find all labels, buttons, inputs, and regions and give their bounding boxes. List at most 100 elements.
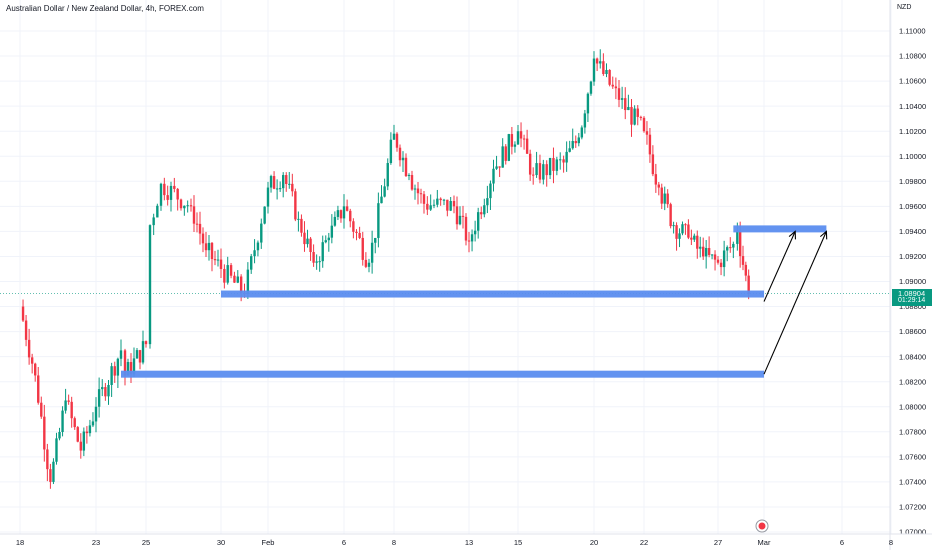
candle-body <box>144 341 148 345</box>
last-price: 1.08904 <box>898 289 926 298</box>
candle-body <box>169 185 173 200</box>
candle-body <box>306 238 309 245</box>
candle-body <box>702 246 705 257</box>
candle-body <box>339 210 343 219</box>
candle-body <box>49 469 52 482</box>
resistance-zone <box>733 225 827 233</box>
candle-body <box>580 127 584 138</box>
y-tick-label: 1.08200 <box>899 377 926 386</box>
candle-body <box>636 108 639 117</box>
y-tick-label: 1.07000 <box>899 528 926 537</box>
candle-body <box>291 183 294 192</box>
candle-body <box>67 400 70 402</box>
y-tick-label: 1.09800 <box>899 177 926 186</box>
candle-body <box>207 242 211 251</box>
candle-body <box>407 175 411 177</box>
candle-body <box>651 154 655 175</box>
candle-body <box>559 159 562 161</box>
x-tick-label: 27 <box>714 538 722 547</box>
grid <box>0 0 892 534</box>
candle-body <box>132 358 136 375</box>
candle-body <box>542 164 545 180</box>
candle-body <box>684 224 687 226</box>
candle-body <box>76 427 79 442</box>
candle-body <box>645 131 649 135</box>
candle-body <box>226 265 229 283</box>
candle-body <box>141 341 145 363</box>
candle-body <box>489 183 492 199</box>
y-tick-label: 1.07800 <box>899 427 926 436</box>
y-tick-label: 1.09600 <box>899 202 926 211</box>
candle-body <box>370 242 374 263</box>
y-tick-label: 1.11000 <box>899 27 926 36</box>
candle-body <box>716 259 720 263</box>
candle-body <box>470 234 474 242</box>
candle-body <box>429 205 432 210</box>
candle-body <box>82 431 86 451</box>
candle-body <box>699 246 702 249</box>
candle-body <box>176 188 179 200</box>
candle-body <box>555 159 559 171</box>
candle-body <box>416 188 420 194</box>
candle-body <box>498 166 501 168</box>
candle-body <box>473 230 477 235</box>
candle-body <box>663 193 666 204</box>
candle-body <box>223 268 226 283</box>
candle-body <box>592 58 596 82</box>
candle-body <box>513 144 517 147</box>
candle-body <box>94 406 98 422</box>
candle-body <box>690 237 693 240</box>
candle-body <box>198 223 202 234</box>
x-tick-label: 25 <box>142 538 150 547</box>
candle-body <box>303 232 306 245</box>
candle-body <box>464 216 468 241</box>
chart-title: Australian Dollar / New Zealand Dollar, … <box>6 4 204 13</box>
candle-body <box>436 198 439 205</box>
candle-body <box>620 98 624 100</box>
candle-body <box>439 198 442 201</box>
candle-body <box>492 168 495 184</box>
x-tick-label: 15 <box>514 538 522 547</box>
candle-body <box>538 163 542 180</box>
candle-body <box>324 240 327 243</box>
candle-body <box>327 237 330 241</box>
candle-body <box>729 247 732 249</box>
candle-body <box>719 262 723 268</box>
candle-body <box>195 223 199 225</box>
candle-body <box>275 188 279 190</box>
candle-body <box>519 131 523 139</box>
y-tick-label: 1.08400 <box>899 352 926 361</box>
candle-body <box>229 265 233 276</box>
candle-body <box>367 262 371 267</box>
candle-body <box>648 134 652 155</box>
candle-body <box>732 243 735 248</box>
y-tick-label: 1.09200 <box>899 252 926 261</box>
candle-body <box>562 159 565 163</box>
candle-body <box>126 362 130 376</box>
candle-body <box>219 259 223 269</box>
candle-body <box>383 186 386 197</box>
candle-body <box>565 151 568 163</box>
candle-body <box>389 139 393 164</box>
candle-body <box>386 163 389 187</box>
x-tick-label: 18 <box>16 538 24 547</box>
candle-body <box>204 243 208 251</box>
candle-body <box>574 141 577 144</box>
candle-body <box>401 157 405 161</box>
candle-body <box>374 237 377 243</box>
candle-body <box>97 389 101 407</box>
candle-body <box>545 164 548 176</box>
candle-body <box>392 133 396 140</box>
candle-body <box>58 431 61 439</box>
candle-body <box>91 421 95 426</box>
zones <box>121 225 827 378</box>
y-tick-label: 1.10200 <box>899 127 926 136</box>
x-tick-label: 6 <box>840 538 844 547</box>
candle-body <box>236 276 239 283</box>
candle-body <box>163 183 166 196</box>
candle-body <box>246 269 250 295</box>
candle-body <box>654 174 658 185</box>
candle-body <box>525 138 529 154</box>
calendar-event-icon[interactable] <box>755 519 769 533</box>
